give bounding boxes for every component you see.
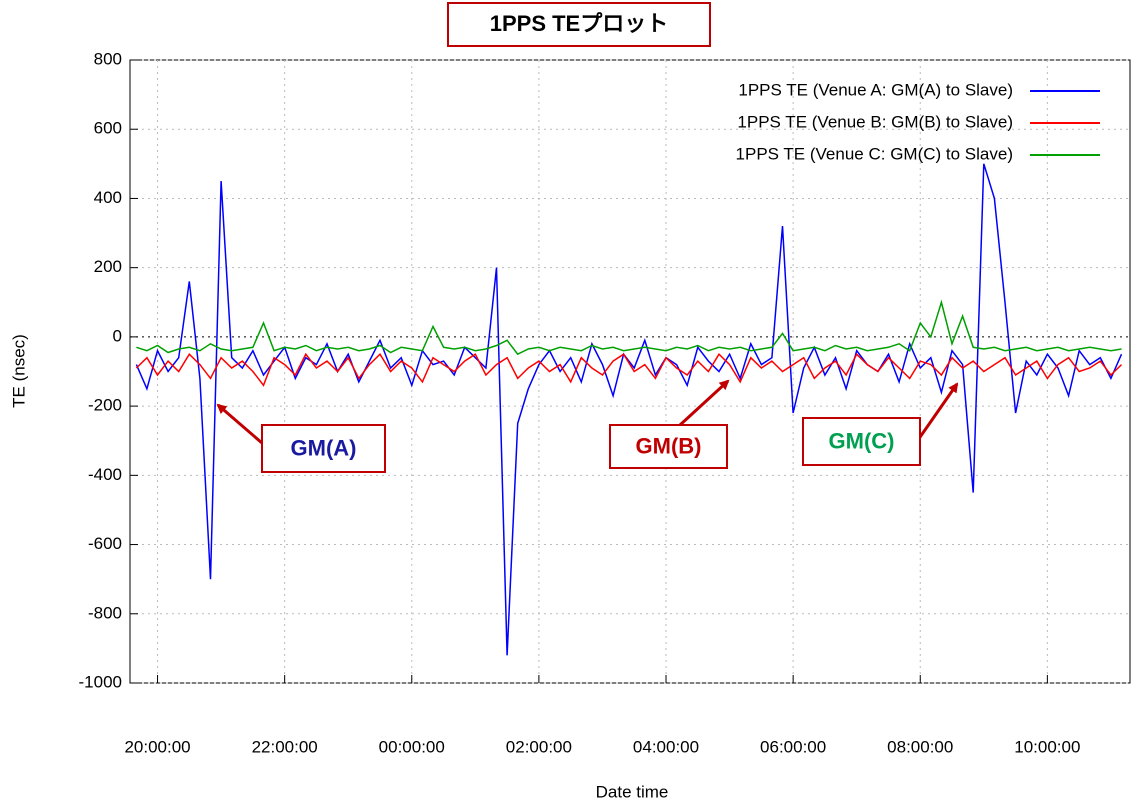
annotation-box: [261, 424, 386, 473]
x-tick-label: 04:00:00: [633, 737, 699, 756]
annotation: GM(B): [636, 433, 702, 458]
y-tick-label: 600: [94, 119, 122, 138]
y-tick-label: -600: [88, 534, 122, 553]
arrow: [916, 382, 959, 441]
y-tick-label: 400: [94, 188, 122, 207]
x-axis-label: Date time: [596, 782, 669, 801]
x-tick-label: 08:00:00: [887, 737, 953, 756]
x-tick-label: 10:00:00: [1014, 737, 1080, 756]
chart-title: 1PPS TEプロット: [490, 11, 668, 36]
y-tick-label: -400: [88, 465, 122, 484]
y-tick-label: 0: [113, 326, 122, 345]
x-tick-label: 20:00:00: [124, 737, 190, 756]
y-axis-label: TE (nsec): [9, 334, 28, 408]
x-tick-label: 22:00:00: [252, 737, 318, 756]
y-tick-label: 800: [94, 49, 122, 68]
arrow: [216, 403, 263, 445]
series-line: [135, 352, 1123, 387]
x-tick-label: 00:00:00: [379, 737, 445, 756]
annotation: GM(C): [829, 428, 895, 453]
legend-label: 1PPS TE (Venue B: GM(B) to Slave): [737, 112, 1013, 131]
legend-label: 1PPS TE (Venue C: GM(C) to Slave): [736, 144, 1013, 163]
y-tick-label: -800: [88, 603, 122, 622]
annotation-box: [802, 417, 921, 466]
y-tick-label: -1000: [79, 672, 122, 691]
annotation-box: [609, 424, 728, 469]
series-line: [136, 299, 1122, 356]
legend-label: 1PPS TE (Venue A: GM(A) to Slave): [738, 80, 1013, 99]
x-tick-label: 06:00:00: [760, 737, 826, 756]
annotation: GM(A): [291, 435, 357, 460]
title-box: [447, 2, 711, 47]
y-tick-label: 200: [94, 257, 122, 276]
y-tick-label: -200: [88, 396, 122, 415]
x-tick-label: 02:00:00: [506, 737, 572, 756]
series-line: [135, 163, 1123, 656]
arrow: [678, 379, 730, 427]
